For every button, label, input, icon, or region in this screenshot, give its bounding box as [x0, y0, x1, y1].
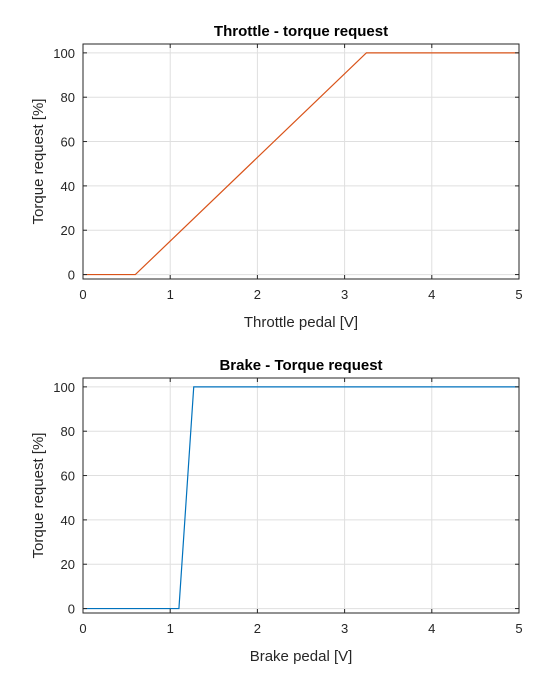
axes-frame — [82, 377, 520, 614]
y-tick-label: 20 — [61, 557, 75, 572]
y-axis-label: Torque request [%] — [30, 433, 47, 559]
x-tick-label: 0 — [79, 621, 86, 636]
x-tick-label: 1 — [167, 621, 174, 636]
x-tick-label: 3 — [341, 287, 348, 302]
plot-area — [83, 378, 519, 613]
y-tick-label: 100 — [53, 380, 75, 395]
chart-2: 0 1 2 3 4 5 0 20 40 60 80 100 Brake - Torque request… — [30, 357, 523, 665]
y-tick-label: 80 — [61, 424, 75, 439]
plot-area — [83, 44, 519, 279]
y-tick-label: 40 — [61, 513, 75, 528]
x-tick-label: 4 — [428, 621, 435, 636]
x-tick-label: 1 — [167, 287, 174, 302]
y-tick-label: 100 — [53, 46, 75, 61]
x-tick-label: 4 — [428, 287, 435, 302]
x-axis-label: Throttle pedal [V] — [244, 314, 358, 331]
x-tick-label: 5 — [515, 621, 522, 636]
x-tick-label: 2 — [254, 621, 261, 636]
y-tick-label: 60 — [61, 469, 75, 484]
chart-title: Throttle - torque request — [214, 23, 388, 40]
x-tick-label: 2 — [254, 287, 261, 302]
y-tick-label: 0 — [68, 268, 75, 283]
chart-1: 0 1 2 3 4 5 0 20 40 60 80 100 Throttle - torque requ… — [30, 23, 523, 331]
y-tick-label: 80 — [61, 90, 75, 105]
chart-title: Brake - Torque request — [219, 357, 382, 374]
axes-frame — [82, 43, 520, 280]
y-tick-label: 20 — [61, 223, 75, 238]
y-axis-label: Torque request [%] — [30, 99, 47, 225]
y-tick-label: 60 — [61, 135, 75, 150]
y-tick-label: 0 — [68, 602, 75, 617]
series-line-1 — [83, 52, 519, 276]
x-tick-label: 5 — [515, 287, 522, 302]
x-axis-label: Brake pedal [V] — [250, 648, 353, 665]
series-line-1 — [83, 386, 519, 610]
x-tick-label: 3 — [341, 621, 348, 636]
y-tick-label: 40 — [61, 179, 75, 194]
x-tick-label: 0 — [79, 287, 86, 302]
